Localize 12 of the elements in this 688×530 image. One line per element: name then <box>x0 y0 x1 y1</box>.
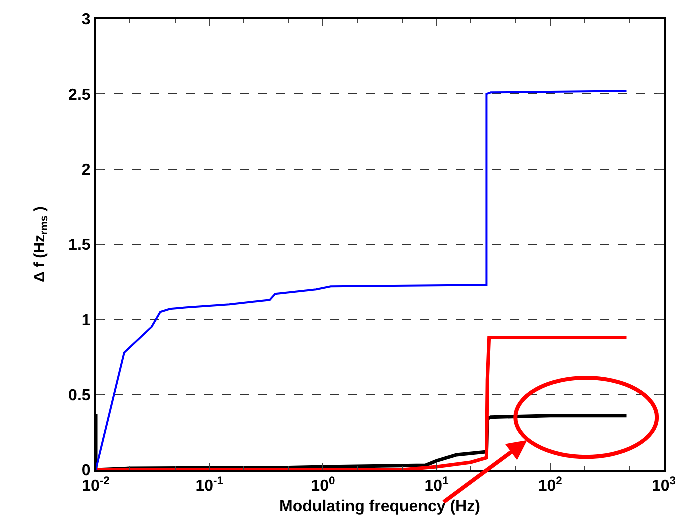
x-tick-label: 10$^{2}$ <box>538 475 562 496</box>
x-axis-title: Modulating frequency (Hz) <box>280 498 480 516</box>
y-tick-label: 1.5 <box>68 237 91 254</box>
y-tick-label: 2.5 <box>68 86 91 104</box>
x-tick-label: 10$^{-1}$ <box>196 475 224 496</box>
x-tick-label: 10$^{1}$ <box>424 475 449 496</box>
y-tick-label: 3 <box>82 12 91 29</box>
x-tick-label: 10$^{0}$ <box>311 475 336 496</box>
y-tick-label: 0.5 <box>68 387 91 404</box>
y-tick-label: 1 <box>82 312 91 330</box>
x-tick-label: 10$^{3}$ <box>652 475 676 496</box>
y-tick-label: 2 <box>82 162 91 179</box>
